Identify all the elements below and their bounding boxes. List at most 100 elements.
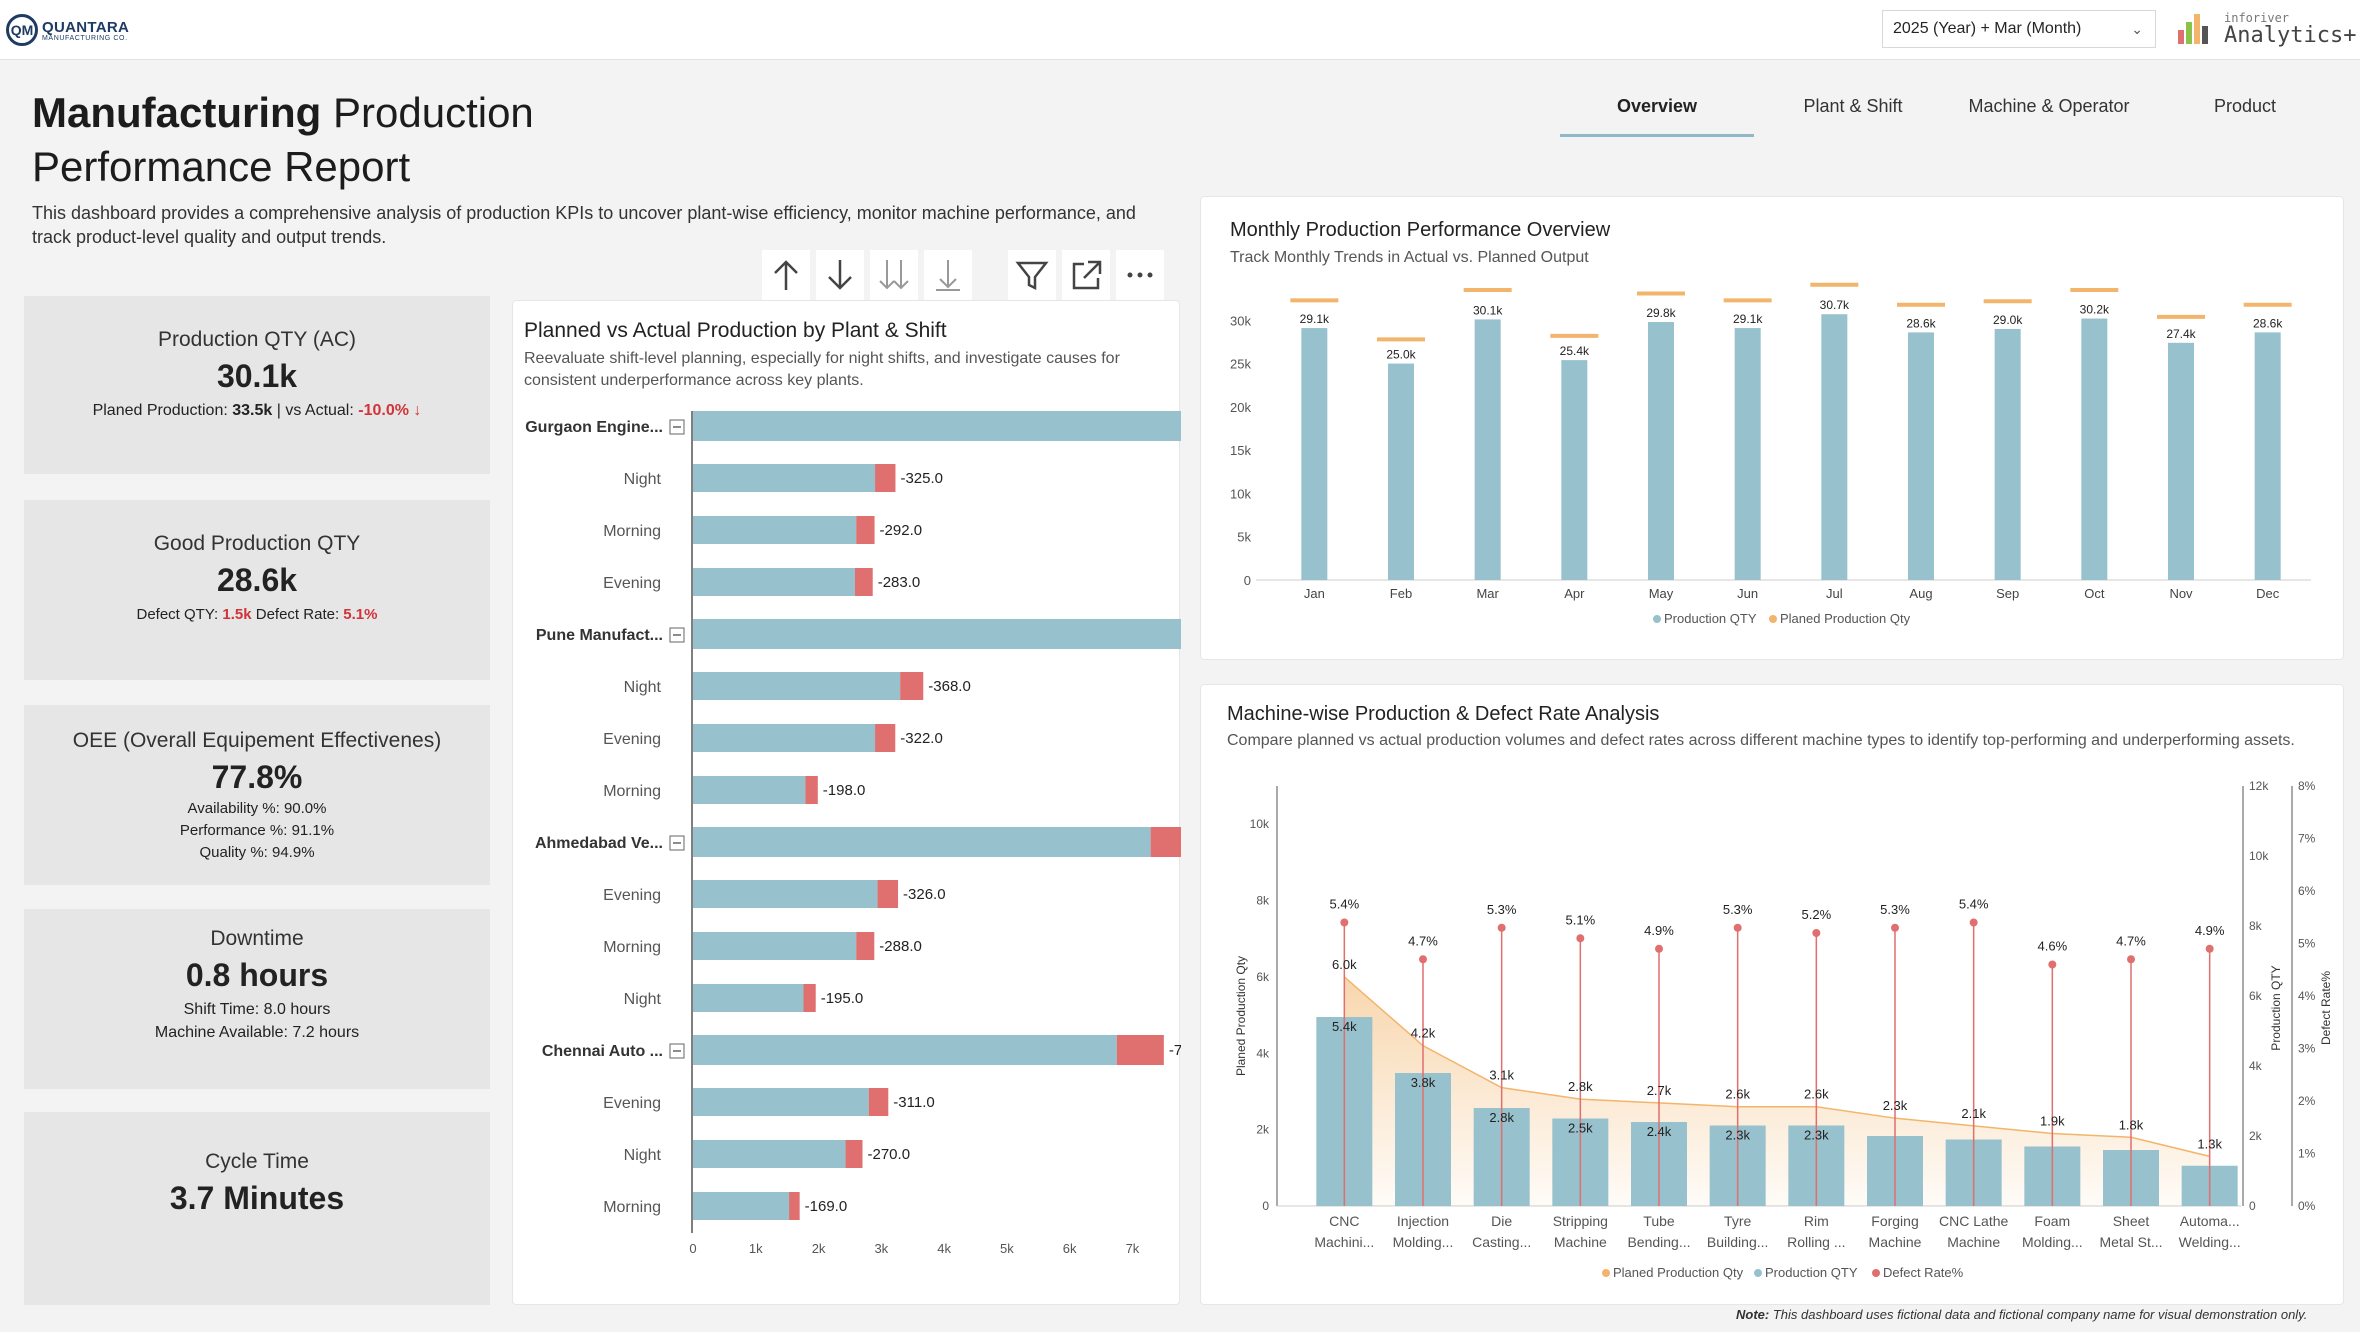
vs-value: -10.0% xyxy=(358,402,409,419)
y-tick-label: 0 xyxy=(1244,573,1251,588)
x-tick-label: 4k xyxy=(937,1241,951,1256)
left-tick-label: 8k xyxy=(1256,894,1270,908)
variance-bar xyxy=(856,932,875,960)
shift-time-text: Shift Time: 8.0 hours xyxy=(183,1001,331,1018)
x-tick-label-line2: Molding... xyxy=(2022,1234,2083,1250)
actual-bar xyxy=(693,464,876,492)
production-label: 2.5k xyxy=(1568,1121,1593,1136)
right-tick-label: 12k xyxy=(2249,779,2269,793)
x-tick-label-line2: Machine xyxy=(1554,1234,1607,1250)
variance-label: -368.0 xyxy=(928,678,971,695)
value-label: 27.4k xyxy=(2166,327,2196,341)
x-tick-label: 0 xyxy=(689,1241,696,1256)
kpi-cycle-time-card: Cycle Time 3.7 Minutes xyxy=(24,1112,490,1305)
value-label: 30.2k xyxy=(2080,303,2110,317)
drill-down-icon[interactable] xyxy=(924,250,972,300)
defect-point xyxy=(2048,960,2057,969)
title-bold: Manufacturing xyxy=(32,89,322,136)
title-rest: Production xyxy=(321,89,534,136)
plant-shift-chart: Gurgaon Engine...-900Night-325.0Morning-… xyxy=(525,411,1181,1256)
defect-point xyxy=(2127,955,2135,964)
sort-descending-icon[interactable] xyxy=(816,250,864,300)
x-tick-label-line2: Molding... xyxy=(1393,1234,1454,1250)
kpi-downtime-card: Downtime 0.8 hours Shift Time: 8.0 hours… xyxy=(24,909,490,1089)
right2-tick-label: 7% xyxy=(2298,832,2316,846)
actual-bar xyxy=(693,1140,846,1168)
collapse-icon[interactable] xyxy=(669,835,685,851)
defect-label: 5.3% xyxy=(1880,902,1910,917)
legend-label: Planed Production Qty xyxy=(1780,611,1911,626)
page-title: Manufacturing Production Performance Rep… xyxy=(32,86,534,194)
production-label: 2.3k xyxy=(1725,1128,1750,1143)
defect-point xyxy=(1340,918,1349,927)
right2-tick-label: 4% xyxy=(2298,989,2316,1003)
more-options-icon[interactable] xyxy=(1116,250,1164,300)
defect-label: 5.3% xyxy=(1723,902,1753,917)
variance-bar xyxy=(856,516,875,544)
x-tick-label: Foam xyxy=(2034,1213,2070,1229)
production-bar xyxy=(1908,332,1934,580)
actual-bar xyxy=(693,827,1151,857)
actual-bar xyxy=(693,411,1181,441)
planned-label: 2.3k xyxy=(1883,1098,1908,1113)
availability-text: Availability %: 90.0% xyxy=(187,800,327,817)
variance-label: -288.0 xyxy=(879,938,922,955)
kpi-detail: Planed Production: 33.5k | vs Actual: -1… xyxy=(24,399,490,422)
production-bar xyxy=(1648,322,1674,580)
period-dropdown[interactable]: 2025 (Year) + Mar (Month) ⌄ xyxy=(1882,10,2156,48)
actual-bar xyxy=(693,516,857,544)
defect-qty-label: Defect QTY: xyxy=(136,606,219,623)
right2-tick-label: 1% xyxy=(2298,1147,2316,1161)
tab-product[interactable]: Product xyxy=(2213,96,2277,116)
production-bar xyxy=(1474,319,1501,580)
tab-overview[interactable]: Overview xyxy=(1616,96,1698,116)
actual-bar xyxy=(693,880,878,908)
collapse-icon[interactable] xyxy=(669,627,685,643)
planned-label: 1.9k xyxy=(2040,1113,2065,1128)
plant-shift-panel: Planned vs Actual Production by Plant & … xyxy=(512,300,1181,1305)
tab-machine-operator[interactable]: Machine & Operator xyxy=(1968,96,2130,116)
production-bar xyxy=(1561,360,1588,580)
x-tick-label-line2: Casting... xyxy=(1472,1234,1531,1250)
x-tick-label: Mar xyxy=(1476,586,1499,601)
expand-all-icon[interactable] xyxy=(870,250,918,300)
filter-icon[interactable] xyxy=(1008,250,1056,300)
defect-label: 5.4% xyxy=(1330,897,1360,912)
planned-label: 1.8k xyxy=(2119,1117,2144,1132)
kpi-oee-card: OEE (Overall Equipement Effectivenes) 77… xyxy=(24,705,490,885)
defect-point xyxy=(1655,944,1663,953)
machine-subtitle: Compare planned vs actual production vol… xyxy=(1227,732,2295,749)
planned-label: 1.3k xyxy=(2197,1136,2222,1151)
title-line2: Performance Report xyxy=(32,143,411,190)
monthly-panel: Monthly Production Performance Overview … xyxy=(1200,196,2344,660)
x-tick-label: Jul xyxy=(1826,586,1843,601)
legend-marker xyxy=(1769,615,1777,623)
shift-label: Night xyxy=(624,471,662,488)
planned-label: 2.7k xyxy=(1647,1083,1672,1098)
shift-label: Evening xyxy=(603,887,661,904)
kpi-label: Downtime xyxy=(210,927,304,950)
production-label: 2.8k xyxy=(1489,1110,1514,1125)
top-bar: QM QUANTARA MANUFACTURING CO. 2025 (Year… xyxy=(0,0,2360,60)
period-value: 2025 (Year) + Mar (Month) xyxy=(1893,20,2082,37)
kpi-production-card: Production QTY (AC) 30.1k Planed Product… xyxy=(24,296,490,474)
x-tick-label: Forging xyxy=(1871,1213,1918,1229)
legend-marker xyxy=(1653,615,1661,623)
collapse-icon[interactable] xyxy=(669,419,685,435)
value-label: 29.1k xyxy=(1733,312,1763,326)
right-tick-label: 4k xyxy=(2249,1059,2263,1073)
variance-bar xyxy=(854,568,873,596)
actual-bar xyxy=(693,1192,790,1220)
variance-bar xyxy=(875,464,896,492)
actual-bar xyxy=(693,1088,869,1116)
export-icon[interactable] xyxy=(1062,250,1110,300)
collapse-icon[interactable] xyxy=(669,1043,685,1059)
sort-ascending-icon[interactable] xyxy=(762,250,810,300)
tab-plant-shift[interactable]: Plant & Shift xyxy=(1803,96,1903,116)
variance-bar xyxy=(845,1140,863,1168)
variance-label: -283.0 xyxy=(878,574,921,591)
planned-label: 2.6k xyxy=(1804,1087,1829,1102)
left-axis-title: Planed Production Qty xyxy=(1234,956,1248,1076)
variance-bar xyxy=(868,1088,889,1116)
company-logo-icon: QM xyxy=(6,14,38,46)
